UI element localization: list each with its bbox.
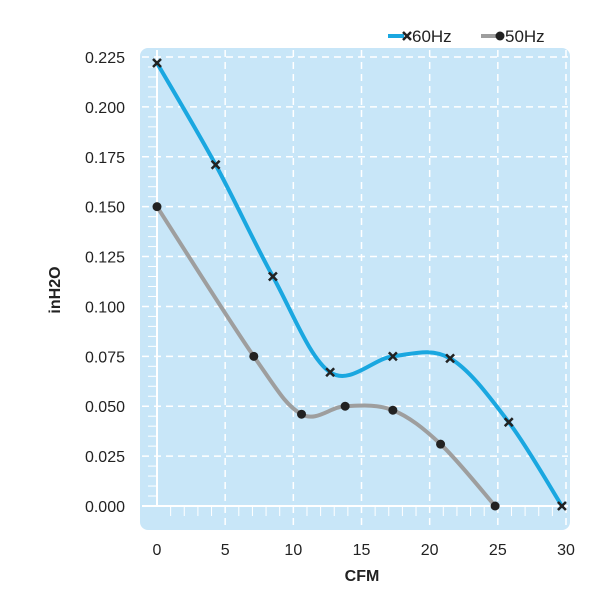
legend: 60Hz 50Hz — [388, 27, 545, 46]
data-point-50Hz-marker — [249, 351, 259, 361]
data-point-60Hz-marker — [557, 501, 567, 511]
x-mark — [445, 353, 456, 364]
y-tick-label: 0.175 — [85, 150, 125, 167]
x-tick-label: 30 — [557, 542, 575, 559]
x-tick-label: 0 — [153, 542, 162, 559]
data-point-50Hz-marker — [388, 405, 398, 415]
legend-label: 50Hz — [505, 27, 545, 46]
y-tick-label: 0.075 — [85, 349, 125, 366]
y-tick-label: 0.025 — [85, 449, 125, 466]
data-point-50Hz-marker — [490, 501, 500, 511]
x-mark — [387, 351, 398, 362]
x-tick-label: 20 — [421, 542, 439, 559]
data-point-60Hz-marker — [210, 159, 221, 170]
data-point-60Hz-marker — [445, 353, 456, 364]
y-tick-label: 0.050 — [85, 399, 125, 416]
data-point-60Hz-marker — [267, 271, 278, 282]
data-point-50Hz-marker — [297, 409, 307, 419]
data-point-60Hz-marker — [387, 351, 398, 362]
x-mark — [210, 159, 221, 170]
x-tick-label: 10 — [284, 542, 302, 559]
legend-label: 60Hz — [412, 27, 452, 46]
data-point-60Hz-marker — [325, 367, 336, 378]
y-tick-label: 0.100 — [85, 299, 125, 316]
y-axis-label: inH2O — [47, 266, 64, 313]
x-mark — [503, 417, 514, 428]
x-tick-label: 15 — [353, 542, 371, 559]
y-tick-label: 0.125 — [85, 250, 125, 267]
x-mark — [152, 58, 162, 68]
y-tick-label: 0.200 — [85, 100, 125, 117]
series — [152, 58, 567, 511]
x-tick-label: 5 — [221, 542, 230, 559]
y-tick-label: 0.150 — [85, 200, 125, 217]
x-axis-label: CFM — [345, 568, 380, 585]
data-point-50Hz-marker — [340, 401, 350, 411]
x-mark — [267, 271, 278, 282]
x-mark — [557, 501, 567, 511]
y-tick-labels: 0.000 0.025 0.050 0.075 0.100 0.125 0.150 0.175… — [85, 50, 125, 516]
x-mark — [325, 367, 336, 378]
y-tick-label: 0.225 — [85, 50, 125, 67]
data-point-50Hz-marker — [436, 439, 446, 449]
x-mark — [402, 31, 412, 41]
data-point-60Hz-marker — [503, 417, 514, 428]
legend-marker — [495, 31, 505, 41]
plot-background — [140, 48, 570, 530]
x-tick-label: 25 — [489, 542, 507, 559]
y-tick-label: 0.000 — [85, 499, 125, 516]
x-tick-labels: 0 5 10 15 20 25 30 — [153, 542, 575, 559]
data-point-60Hz-marker — [152, 58, 162, 68]
legend-marker — [402, 31, 412, 41]
data-point-50Hz-marker — [152, 202, 162, 212]
